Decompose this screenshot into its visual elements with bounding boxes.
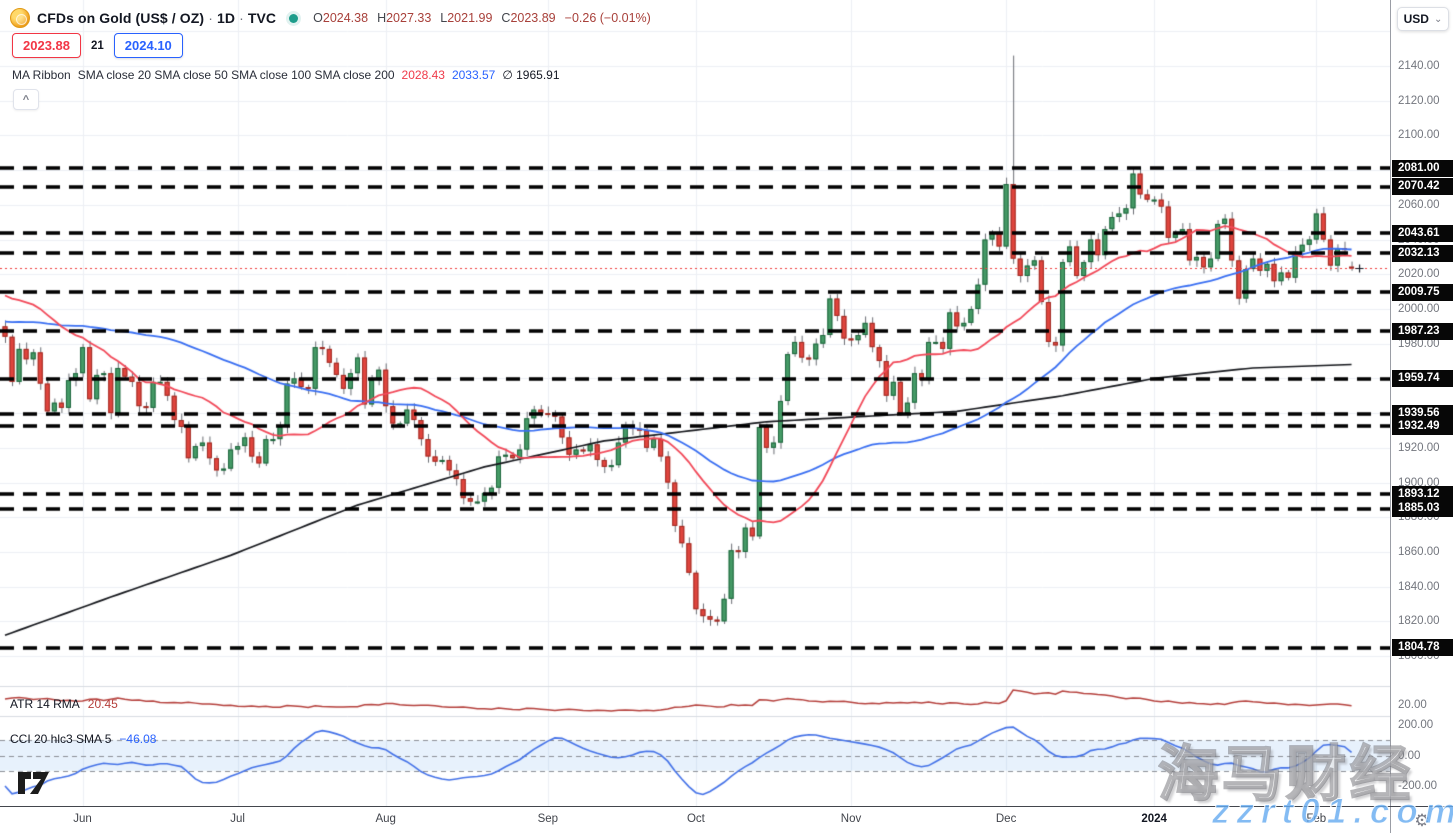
time-axis-label: Oct (686, 813, 705, 825)
ma-ribbon-legend[interactable]: MA Ribbon SMA close 20 SMA close 50 SMA … (12, 68, 560, 82)
buy-button[interactable]: 2024.10 (113, 33, 183, 58)
sr-level-price-label: 2032.13 (1392, 244, 1453, 262)
axis-settings-cell[interactable]: ⚙ (1390, 807, 1453, 833)
time-axis-label: Nov (840, 813, 862, 825)
price-tick: 2140.00 (1398, 60, 1440, 72)
price-scale[interactable]: USD ⌄ 2140.002120.002100.002080.002060.0… (1390, 0, 1453, 806)
trade-buttons: 2023.88 21 2024.10 (12, 33, 183, 58)
symbol-header: CFDs on Gold (US$ / OZ) · 1D · TVC O2024… (10, 8, 651, 28)
sr-level-price-label: 1885.03 (1392, 500, 1453, 517)
sr-level-price-label: 1959.74 (1392, 370, 1453, 388)
price-tick: 1980.00 (1398, 337, 1440, 350)
price-tick: 1900.00 (1398, 476, 1440, 489)
ma-ribbon-params: SMA close 20 SMA close 50 SMA close 100 … (77, 68, 395, 82)
time-axis-label: Sep (537, 813, 559, 825)
sell-button[interactable]: 2023.88 (12, 33, 81, 58)
time-axis-label: 2024 (1141, 813, 1167, 825)
market-status-dot-icon[interactable] (289, 13, 299, 23)
sr-level-price-label: 2009.75 (1392, 283, 1453, 301)
price-tick: 2100.00 (1398, 129, 1440, 142)
cci-scale-tick: -200.00 (1398, 780, 1438, 792)
timeframe-label: 1D (216, 10, 236, 26)
time-axis-label: Dec (995, 813, 1017, 825)
separator-dot: · (239, 10, 244, 26)
sr-level-price-label: 1893.12 (1392, 485, 1453, 503)
ma-ribbon-title: MA Ribbon (12, 68, 71, 82)
time-axis-label: Feb (1306, 813, 1327, 825)
cci-scale-tick: 200.00 (1398, 719, 1434, 731)
sr-level-price-label: 1987.23 (1392, 322, 1453, 340)
separator-dot: · (208, 10, 213, 26)
sr-level-price-label: 1804.78 (1392, 639, 1453, 657)
chevron-down-icon: ⌄ (1433, 13, 1443, 25)
gear-icon[interactable]: ⚙ (1414, 810, 1430, 830)
sr-level-price-label: 2043.61 (1392, 224, 1453, 242)
tradingview-logo-icon[interactable] (16, 766, 52, 801)
sma20-value: 2028.43 (401, 68, 445, 82)
sma200-value: 1965.91 (516, 68, 560, 82)
time-axis-label: Jun (73, 813, 92, 825)
ohlc-values: O2024.38 H2027.33 L2021.99 C2023.89 −0.2… (313, 11, 651, 25)
atr-label: ATR 14 RMA (10, 697, 80, 711)
cci-legend[interactable]: CCI 20 hlc3 SMA 5 −46.08 (10, 732, 156, 746)
atr-value: 20.45 (87, 697, 118, 711)
change-value: −0.26 (−0.01%) (564, 11, 651, 25)
cci-value: −46.08 (119, 732, 157, 746)
atr-scale-tick: 20.00 (1398, 699, 1427, 711)
sr-level-price-label: 2070.42 (1392, 178, 1453, 196)
exchange-label: TVC (247, 10, 277, 26)
currency-dropdown[interactable]: USD ⌄ (1397, 7, 1449, 31)
sma50-value: 2033.57 (451, 68, 496, 82)
spread-value: 21 (89, 38, 106, 53)
price-tick: 2060.00 (1398, 198, 1440, 211)
collapse-legend-button[interactable]: ^ (13, 89, 39, 110)
sr-level-price-label: 2081.00 (1392, 159, 1453, 177)
price-tick: 1920.00 (1398, 441, 1440, 454)
price-tick: 2020.00 (1398, 268, 1440, 281)
gold-coin-icon (10, 8, 30, 28)
price-tick: 2000.00 (1398, 302, 1440, 315)
cci-scale-tick: 0.00 (1398, 749, 1421, 762)
symbol-title[interactable]: CFDs on Gold (US$ / OZ) · 1D · TVC (37, 10, 277, 26)
sr-level-price-label: 1932.49 (1392, 417, 1453, 435)
price-tick: 1820.00 (1398, 615, 1440, 628)
price-tick: 2120.00 (1398, 94, 1440, 107)
cci-label: CCI 20 hlc3 SMA 5 (10, 732, 112, 746)
time-axis[interactable]: ⚙ Jun Jul Aug Sep Oct Nov Dec 2024 Feb (0, 806, 1453, 833)
time-axis-label: Aug (375, 813, 396, 825)
atr-legend[interactable]: ATR 14 RMA 20.45 (10, 697, 118, 711)
price-tick: 1840.00 (1398, 580, 1440, 593)
price-tick: 1860.00 (1398, 545, 1440, 558)
time-axis-label: Jul (230, 813, 245, 825)
